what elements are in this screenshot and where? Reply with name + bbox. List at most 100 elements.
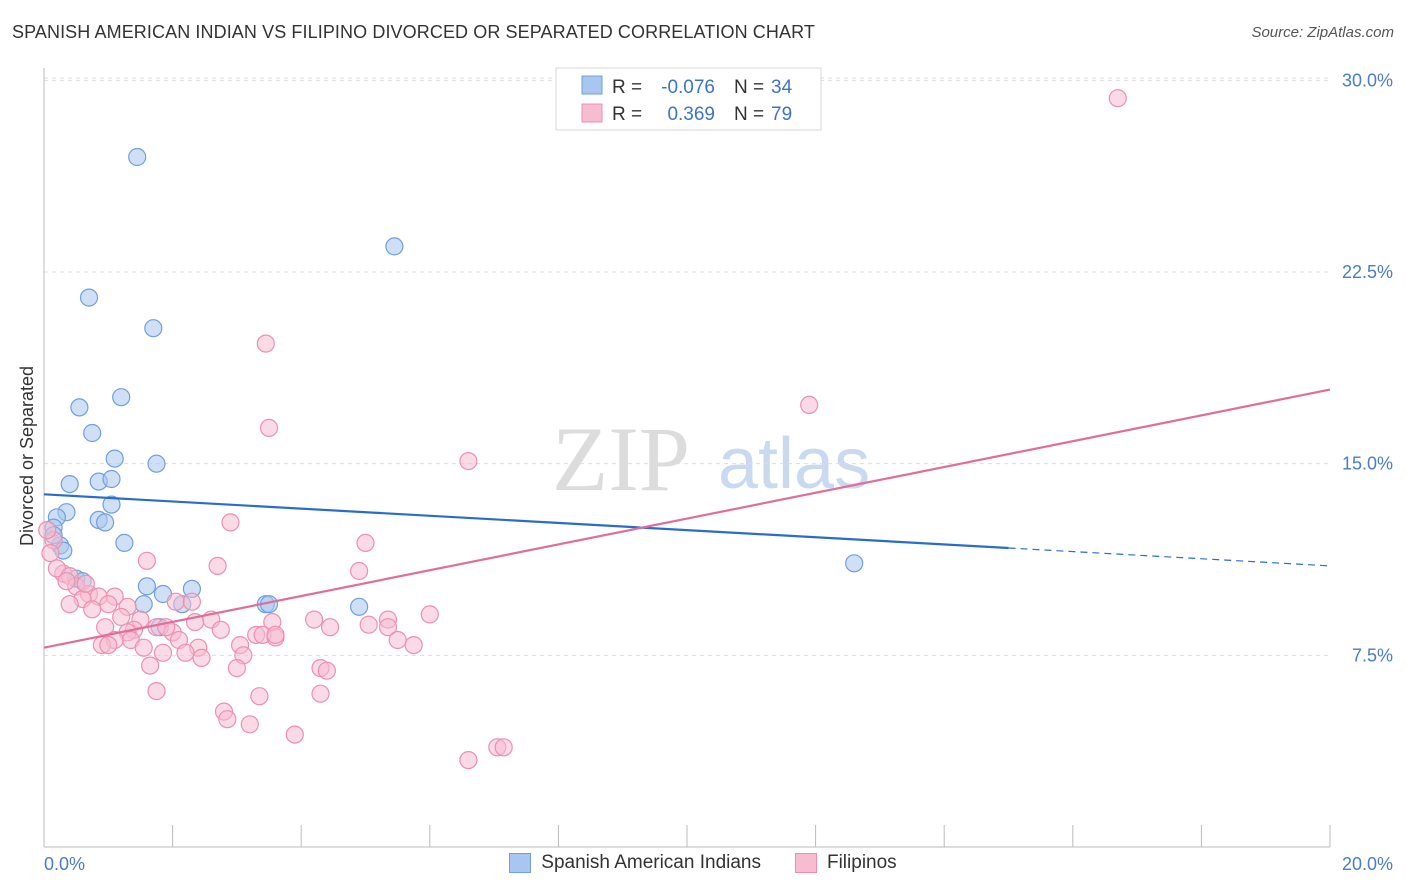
data-point-pink: [57, 572, 76, 591]
data-point-pink: [99, 595, 118, 614]
x-ticks: [43, 825, 1331, 847]
data-point-blue: [137, 577, 156, 596]
series-legend-label-spanish-american-indians: Spanish American Indians: [541, 852, 761, 873]
series-legend: Spanish American Indians Filipinos: [0, 852, 1406, 874]
data-point-blue: [115, 533, 134, 553]
watermark-zip: ZIP: [552, 408, 690, 510]
legend-n-label-1: N =: [734, 77, 764, 98]
y-tick-label: 15.0%: [1342, 454, 1393, 474]
data-point-pink: [192, 648, 211, 668]
data-point-pink: [227, 658, 246, 678]
data-point-blue: [95, 513, 115, 532]
data-point-blue: [70, 398, 89, 417]
x-tick-labels: 0.0% 20.0%: [44, 854, 1393, 874]
y-tick-labels: 7.5% 15.0% 22.5% 30.0%: [1342, 70, 1393, 665]
trend-line-blue: [43, 493, 1009, 550]
series-legend-item-spanish-american-indians: Spanish American Indians: [509, 852, 761, 874]
data-point-pink: [259, 418, 279, 437]
data-point-pink: [221, 513, 240, 532]
data-point-pink: [311, 684, 330, 703]
data-point-pink: [285, 725, 304, 744]
legend-r-value-1: -0.076: [661, 77, 715, 98]
data-point-pink: [211, 620, 230, 639]
legend-swatch-blue: [581, 75, 603, 95]
data-point-pink: [250, 687, 269, 706]
data-point-pink: [141, 656, 160, 675]
y-tick-label: 7.5%: [1352, 645, 1393, 665]
data-point-pink: [420, 605, 439, 624]
legend-n-label-2: N =: [734, 104, 764, 125]
legend-n-value-1: 34: [771, 77, 793, 98]
x-tick-label: 0.0%: [44, 854, 85, 874]
data-point-pink: [76, 574, 95, 593]
data-point-pink: [256, 334, 275, 353]
watermark: ZIP atlas: [552, 408, 870, 510]
legend-swatch-pink: [581, 103, 603, 123]
source-note: Source: ZipAtlas.com: [1251, 24, 1394, 41]
data-point-blue: [385, 237, 404, 256]
data-point-pink: [459, 750, 478, 770]
data-point-blue: [79, 288, 99, 307]
legend-r-label-1: R =: [612, 77, 642, 98]
x-tick-label: 20.0%: [1342, 854, 1393, 874]
data-point-pink: [404, 635, 423, 655]
data-point-blue: [134, 595, 153, 614]
data-point-pink: [41, 543, 60, 563]
data-point-pink: [266, 625, 285, 645]
series-legend-swatch-blue: [509, 853, 532, 873]
data-point-pink: [153, 643, 173, 662]
chart-title: SPANISH AMERICAN INDIAN VS FILIPINO DIVO…: [12, 22, 815, 42]
legend-r-label-2: R =: [612, 104, 642, 125]
data-point-blue: [83, 423, 102, 443]
trend-lines: [43, 388, 1331, 649]
data-point-pink: [38, 520, 57, 540]
data-point-pink: [356, 533, 375, 553]
data-point-pink: [321, 618, 340, 637]
trend-line-blue-extension: [1008, 547, 1331, 567]
data-point-blue: [105, 449, 124, 468]
series-filipinos: [38, 89, 1127, 770]
data-point-pink: [359, 615, 378, 634]
data-point-blue: [60, 475, 79, 494]
data-point-pink: [459, 452, 478, 471]
legend-n-value-2: 79: [771, 104, 792, 125]
data-point-pink: [305, 610, 324, 629]
data-point-blue: [845, 554, 864, 573]
data-point-pink: [240, 715, 259, 734]
data-point-pink: [388, 630, 407, 650]
stats-legend: R = -0.076 N = 34 R = 0.369 N = 79: [555, 67, 822, 131]
series-legend-item-filipinos: Filipinos: [794, 852, 897, 874]
data-point-pink: [317, 661, 336, 680]
data-point-pink: [83, 600, 102, 619]
data-point-blue: [102, 469, 121, 489]
data-point-pink: [494, 738, 513, 757]
data-point-pink: [147, 681, 166, 701]
series-legend-label-filipinos: Filipinos: [826, 852, 897, 873]
data-point-pink: [208, 556, 227, 576]
data-point-blue: [144, 319, 163, 338]
data-point-blue: [350, 597, 369, 616]
y-axis-title: Divorced or Separated: [17, 366, 37, 546]
data-point-pink: [137, 551, 156, 570]
data-point-pink: [800, 395, 819, 414]
legend-r-value-2: 0.369: [667, 104, 715, 125]
data-point-pink: [1108, 89, 1127, 108]
series-legend-swatch-pink: [794, 853, 817, 873]
trend-line-pink: [43, 388, 1331, 649]
data-point-pink: [60, 595, 79, 614]
data-point-pink: [166, 592, 185, 611]
data-point-pink: [134, 638, 153, 657]
grid-lines: [44, 77, 1330, 656]
data-point-pink: [182, 592, 201, 611]
data-point-pink: [99, 635, 118, 655]
data-point-blue: [102, 495, 121, 514]
data-point-blue: [128, 147, 147, 167]
y-tick-label: 22.5%: [1342, 262, 1393, 282]
data-point-pink: [350, 561, 369, 581]
series-spanish-american-indians: [44, 147, 864, 637]
data-point-pink: [378, 618, 398, 637]
y-tick-label: 30.0%: [1342, 70, 1393, 90]
data-point-pink: [176, 643, 195, 662]
data-point-blue: [147, 454, 166, 473]
